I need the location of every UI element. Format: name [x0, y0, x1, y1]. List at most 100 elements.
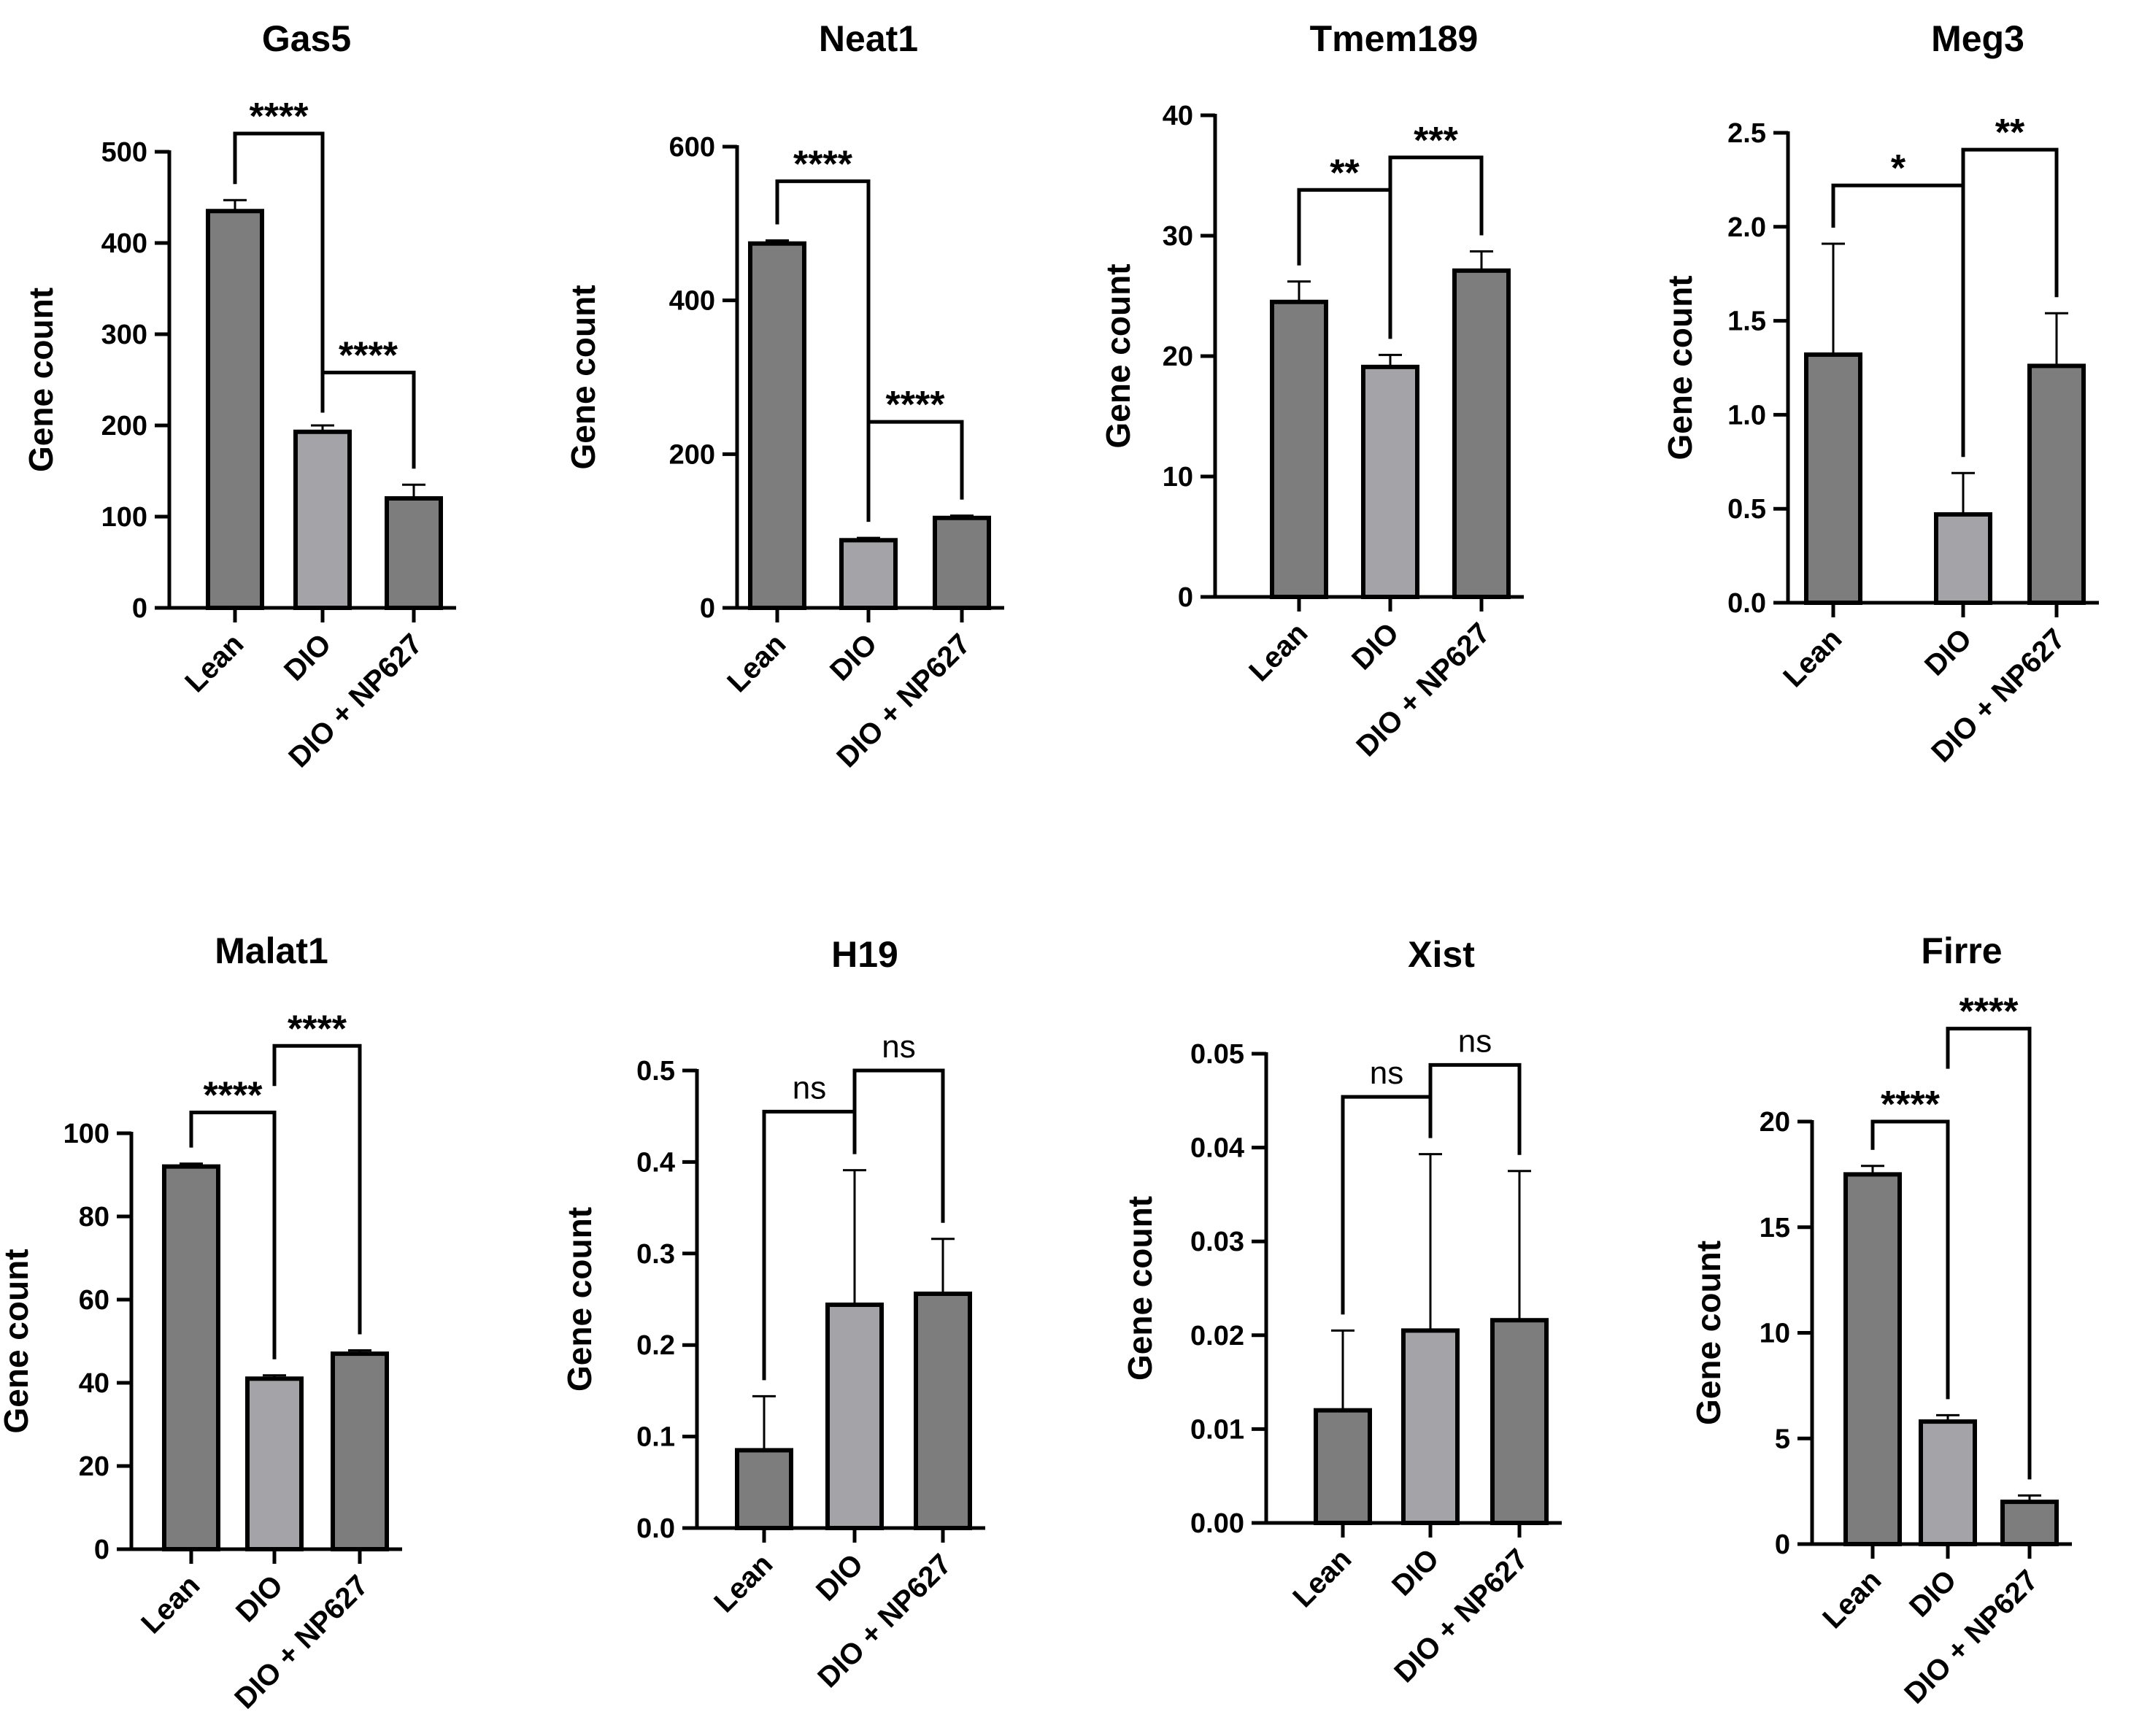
bar-dio-np627 — [1490, 1318, 1549, 1525]
y-axis-label: Gene count — [1661, 275, 1699, 460]
y-tick-label: 200 — [669, 439, 715, 470]
y-tick-label: 600 — [669, 132, 715, 163]
significance-bracket — [762, 1109, 857, 1381]
bar-lean — [206, 209, 264, 610]
y-tick-label: 10 — [1760, 1319, 1790, 1349]
y-tick-label: 0.03 — [1190, 1227, 1244, 1257]
chart-title: Neat1 — [819, 18, 918, 59]
bar-lean — [735, 1448, 793, 1531]
chart-title: H19 — [831, 934, 898, 975]
y-tick-label: 1.0 — [1727, 400, 1766, 431]
significance-bracket — [1341, 1095, 1433, 1315]
y-tick-label: 0.2 — [636, 1330, 675, 1361]
y-axis-label: Gene count — [1689, 1241, 1727, 1425]
bar-dio-np627 — [2000, 1500, 2059, 1547]
bar-dio-np627 — [914, 1291, 972, 1530]
significance-bracket — [1946, 1027, 2032, 1480]
y-tick-label: 10 — [1163, 462, 1193, 493]
significance-bracket — [272, 1043, 362, 1335]
x-tick-label: Lean — [135, 1569, 206, 1640]
y-axis-label: Gene count — [560, 1207, 598, 1392]
chart-title: Meg3 — [1931, 18, 2024, 59]
significance-bracket — [1870, 1119, 1950, 1400]
significance-label: ns — [793, 1070, 826, 1106]
significance-label: ns — [1458, 1023, 1492, 1059]
y-tick-label: 0 — [1178, 582, 1193, 613]
significance-label: **** — [204, 1075, 263, 1117]
significance-label: ns — [882, 1029, 915, 1065]
y-tick-label: 1.5 — [1727, 306, 1766, 337]
x-tick-label: Lean — [1243, 617, 1314, 687]
y-tick-label: 40 — [1163, 101, 1193, 131]
significance-bracket — [1297, 188, 1392, 339]
bar-dio — [825, 1303, 884, 1531]
y-tick-label: 15 — [1760, 1213, 1790, 1243]
x-tick-label: DIO — [1386, 1543, 1445, 1602]
bar-dio-np627 — [933, 515, 991, 611]
x-tick-label: Lean — [179, 628, 250, 698]
significance-label: **** — [1959, 991, 2019, 1033]
y-tick-label: 400 — [101, 228, 147, 259]
y-tick-label: 0.01 — [1190, 1414, 1244, 1445]
significance-bracket — [866, 420, 964, 500]
significance-bracket — [1428, 1062, 1522, 1155]
y-tick-label: 0 — [94, 1535, 109, 1565]
bar-dio — [245, 1376, 304, 1552]
chart-xist: Xist Gene count 0.00 0.01 0.02 0.03 0.04 0.05 Le… — [1121, 934, 1562, 1689]
significance-bracket — [775, 179, 871, 522]
significance-label: **** — [1881, 1084, 1941, 1126]
y-tick-label: 0.00 — [1190, 1508, 1244, 1539]
bar-dio — [839, 538, 898, 610]
bar-dio-np627 — [1452, 268, 1511, 599]
chart-title: Xist — [1408, 934, 1475, 975]
significance-bracket — [852, 1068, 945, 1223]
y-tick-label: 80 — [79, 1202, 109, 1232]
bar-lean — [162, 1164, 220, 1551]
y-tick-label: 0 — [132, 593, 147, 624]
x-tick-label: DIO — [1346, 617, 1405, 676]
y-tick-label: 400 — [669, 286, 715, 317]
significance-label: **** — [886, 384, 946, 426]
significance-bracket — [1961, 147, 2059, 298]
y-axis-label: Gene count — [1099, 263, 1137, 448]
x-tick-label: DIO — [230, 1569, 289, 1628]
y-tick-label: 200 — [101, 411, 147, 441]
y-tick-label: 0.0 — [636, 1513, 675, 1544]
y-tick-label: 2.5 — [1727, 118, 1766, 149]
y-tick-label: 0 — [700, 593, 715, 624]
significance-label: ** — [1995, 112, 2025, 154]
x-tick-label: DIO — [1903, 1564, 1962, 1623]
chart-title: Malat1 — [215, 930, 328, 971]
y-tick-label: 0.5 — [636, 1056, 675, 1087]
x-tick-label: Lean — [1287, 1543, 1357, 1613]
bar-dio — [1361, 364, 1419, 599]
bar-lean — [1314, 1408, 1372, 1526]
x-tick-label: Lean — [708, 1548, 779, 1619]
y-tick-label: 2.0 — [1727, 212, 1766, 243]
chart-title: Gas5 — [262, 18, 351, 59]
y-tick-label: 500 — [101, 137, 147, 168]
y-tick-label: 0.05 — [1190, 1039, 1244, 1070]
significance-label: **** — [793, 143, 853, 185]
bar-lean — [748, 241, 806, 610]
bar-dio-np627 — [2027, 363, 2086, 605]
x-tick-label: Lean — [1777, 622, 1848, 693]
x-tick-label: Lean — [1816, 1564, 1887, 1635]
x-tick-label: DIO — [278, 628, 337, 687]
bar-dio — [1401, 1328, 1460, 1525]
x-tick-label: DIO — [810, 1548, 869, 1607]
significance-label: *** — [1414, 120, 1458, 162]
y-tick-label: 100 — [63, 1119, 109, 1149]
y-tick-label: 0.0 — [1727, 588, 1766, 619]
y-tick-label: 0.5 — [1727, 494, 1766, 525]
bar-dio — [1934, 512, 1992, 605]
y-axis-label: Gene count — [22, 288, 60, 472]
bar-dio — [1919, 1419, 1977, 1546]
y-tick-label: 0.3 — [636, 1239, 675, 1270]
y-tick-label: 60 — [79, 1285, 109, 1316]
